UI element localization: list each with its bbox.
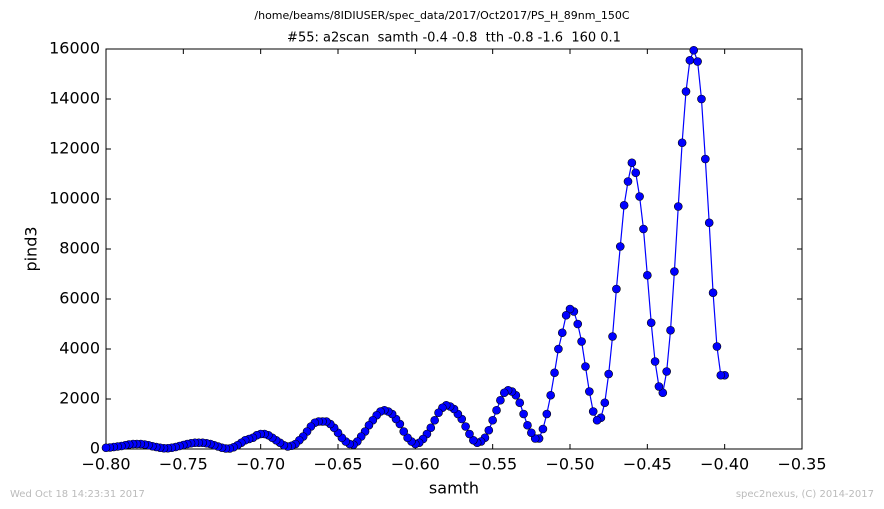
x-tick-label: −0.70 [236,455,285,474]
data-point [515,398,525,408]
x-tick-label: −0.35 [777,455,826,474]
data-point [546,390,555,400]
data-point [561,310,571,320]
data-point [600,398,610,408]
data-point [434,408,443,418]
data-point [615,242,625,251]
data-point [588,407,598,416]
data-point [681,87,691,96]
data-point [492,405,501,415]
chart-suptitle: /home/beams/8IDIUSER/spec_data/2017/Oct2… [254,9,630,22]
data-point [612,284,621,294]
chart-title: #55: a2scan samth -0.4 -0.8 tth -0.8 -1.… [287,31,621,46]
data-point [673,202,683,211]
data-point [689,45,699,55]
x-tick-label: −0.75 [159,455,208,474]
data-point [604,369,613,379]
y-axis-label: pind3 [22,226,41,271]
data-point [550,368,559,378]
data-point [666,325,675,335]
x-tick-label: −0.45 [623,455,672,474]
data-point [430,415,439,425]
data-point [484,425,494,435]
data-point [685,55,695,65]
data-point [364,420,374,430]
x-tick-label: −0.40 [700,455,749,474]
footer-left: Wed Oct 18 14:23:31 2017 [10,489,145,500]
data-point [716,370,726,380]
data-point [619,200,629,210]
data-point [465,429,474,439]
footer-right: spec2nexus, (C) 2014-2017 [736,489,874,500]
y-tick-label: 16000 [49,39,100,58]
data-point [101,443,111,453]
data-point [554,344,563,354]
data-point [523,420,532,430]
data-point [592,415,602,425]
data-point [635,192,644,201]
data-point [488,415,497,425]
x-tick-label: −0.55 [468,455,517,474]
data-point [461,422,470,431]
data-point [693,57,702,66]
x-axis-label: samth [429,479,479,498]
data-point [581,362,590,371]
x-tick-label: −0.65 [313,455,362,474]
data-point [631,168,641,178]
data-point [565,304,575,314]
data-point [399,427,409,436]
y-tick-label: 2000 [59,389,100,408]
data-point [538,424,548,434]
y-tick-label: 8000 [59,239,100,258]
data-point [708,288,718,298]
data-point [573,319,583,329]
data-point [677,138,687,148]
data-point [646,318,656,328]
data-point [623,177,633,186]
data-point [585,387,594,396]
data-point [527,428,536,438]
plot-frame [105,48,803,450]
y-tick-label: 10000 [49,189,100,208]
y-tick-label: 12000 [49,139,100,158]
data-point [542,409,552,419]
data-point [704,218,714,228]
data-point [643,270,652,280]
x-tick-label: −0.60 [391,455,440,474]
y-tick-label: 0 [90,439,100,458]
data-point [499,388,509,398]
data-point [519,409,528,419]
data-point [639,224,648,234]
data-point [469,435,478,445]
y-tick-label: 4000 [59,339,100,358]
data-point [654,382,664,391]
data-point [403,433,412,443]
data-point [650,357,660,366]
data-line [105,48,725,450]
data-point [426,423,436,433]
data-point [658,388,668,398]
y-tick-label: 14000 [49,89,100,108]
data-point [662,367,671,376]
data-point [577,337,586,346]
data-point [701,154,710,164]
x-tick-label: −0.80 [81,455,130,474]
data-point [557,328,567,338]
data-point [627,158,637,168]
data-point [670,267,679,276]
y-tick-label: 6000 [59,289,100,308]
data-point [496,395,505,405]
data-point [712,342,722,351]
data-point [608,332,617,341]
data-point [697,94,706,104]
x-tick-label: −0.50 [545,455,594,474]
